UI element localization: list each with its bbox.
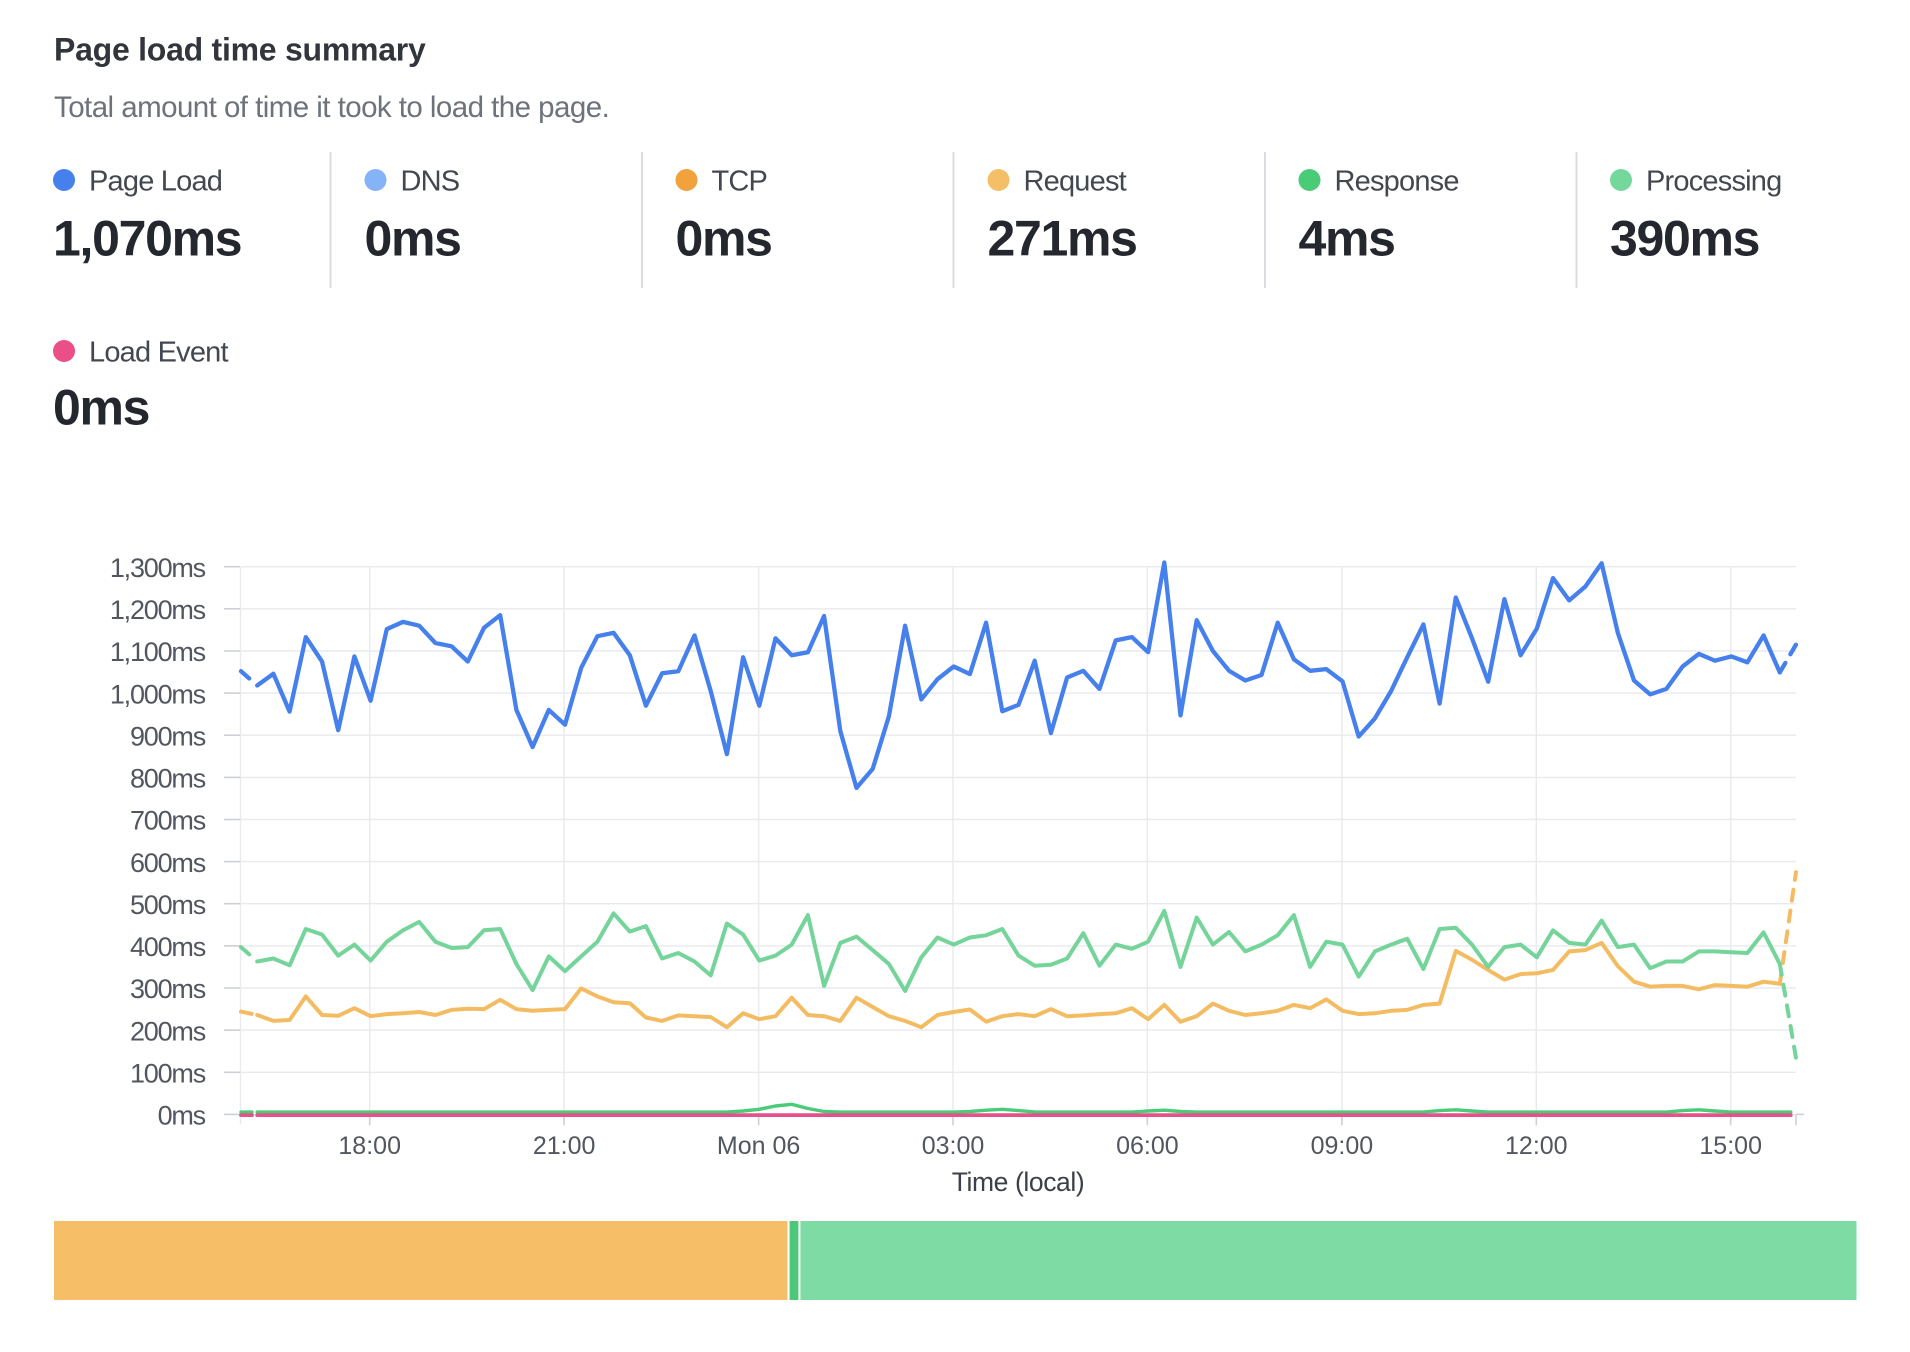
svg-text:0ms: 0ms bbox=[158, 1101, 206, 1131]
svg-text:21:00: 21:00 bbox=[533, 1132, 596, 1160]
svg-text:Mon 06: Mon 06 bbox=[717, 1132, 800, 1160]
svg-text:1,200ms: 1,200ms bbox=[110, 595, 206, 625]
svg-text:DNS: DNS bbox=[401, 166, 460, 198]
svg-text:Processing: Processing bbox=[1646, 166, 1781, 198]
svg-text:1,000ms: 1,000ms bbox=[110, 679, 206, 709]
svg-text:700ms: 700ms bbox=[130, 806, 206, 836]
svg-text:1,300ms: 1,300ms bbox=[110, 553, 206, 583]
svg-text:06:00: 06:00 bbox=[1116, 1132, 1179, 1160]
svg-text:Response: Response bbox=[1335, 166, 1459, 198]
svg-text:100ms: 100ms bbox=[130, 1059, 206, 1089]
svg-text:Total amount of time it took t: Total amount of time it took to load the… bbox=[54, 91, 609, 124]
svg-text:Request: Request bbox=[1024, 166, 1127, 198]
svg-text:Time (local): Time (local) bbox=[952, 1167, 1085, 1197]
svg-text:Page load time summary: Page load time summary bbox=[54, 32, 426, 68]
svg-text:15:00: 15:00 bbox=[1699, 1132, 1762, 1160]
svg-text:18:00: 18:00 bbox=[338, 1132, 401, 1160]
svg-text:12:00: 12:00 bbox=[1505, 1132, 1568, 1160]
svg-text:390ms: 390ms bbox=[1610, 211, 1759, 267]
svg-text:0ms: 0ms bbox=[676, 211, 772, 267]
svg-text:300ms: 300ms bbox=[130, 974, 206, 1004]
svg-text:200ms: 200ms bbox=[130, 1016, 206, 1046]
svg-text:600ms: 600ms bbox=[130, 848, 206, 878]
svg-text:1,100ms: 1,100ms bbox=[110, 637, 206, 667]
svg-text:Page Load: Page Load bbox=[89, 166, 222, 198]
svg-text:271ms: 271ms bbox=[988, 211, 1137, 267]
svg-text:Load Event: Load Event bbox=[89, 337, 228, 369]
svg-text:500ms: 500ms bbox=[130, 890, 206, 920]
svg-text:800ms: 800ms bbox=[130, 764, 206, 794]
svg-text:0ms: 0ms bbox=[53, 380, 149, 436]
svg-text:03:00: 03:00 bbox=[922, 1132, 985, 1160]
svg-text:0ms: 0ms bbox=[365, 211, 461, 267]
svg-text:1,070ms: 1,070ms bbox=[53, 211, 241, 267]
svg-text:TCP: TCP bbox=[712, 166, 768, 198]
svg-text:400ms: 400ms bbox=[130, 932, 206, 962]
svg-text:4ms: 4ms bbox=[1299, 211, 1395, 267]
svg-text:900ms: 900ms bbox=[130, 721, 206, 751]
svg-text:09:00: 09:00 bbox=[1311, 1132, 1374, 1160]
